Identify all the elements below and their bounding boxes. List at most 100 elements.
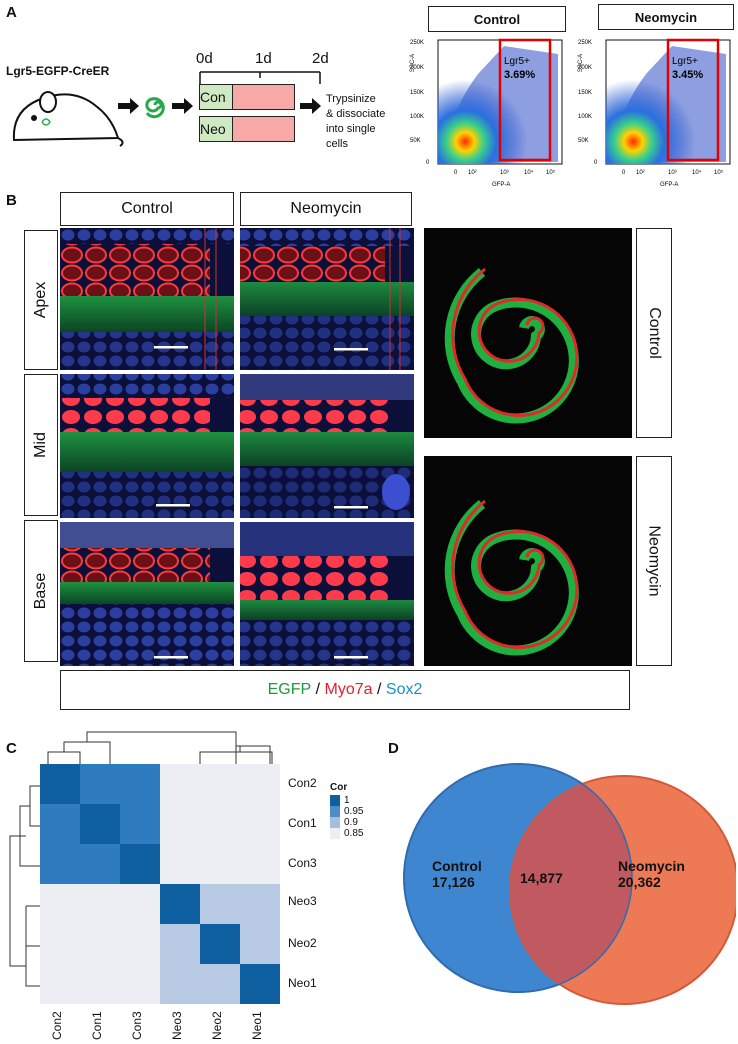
group-label-con: Con	[200, 85, 233, 109]
heatmap-cell	[200, 924, 240, 964]
heatmap-cell	[120, 844, 160, 884]
venn-overlap-label: 14,877	[520, 870, 563, 886]
heatmap-cell	[160, 884, 200, 924]
dendrogram-left	[9, 785, 42, 987]
timeline-label-2d: 2d	[312, 50, 329, 67]
step-line: Trypsinize	[326, 93, 376, 105]
heatmap-cell	[80, 924, 120, 964]
flow-title-neomycin: Neomycin	[598, 4, 734, 30]
cochlea-spiral	[444, 267, 579, 424]
y-tick: 200K	[578, 65, 592, 71]
heatmap	[40, 764, 280, 1004]
micrograph-base-neomycin	[240, 522, 414, 666]
micrograph-apex-neomycin	[240, 228, 414, 370]
arrow-right-icon	[118, 98, 139, 114]
col-label: Con2	[50, 1011, 64, 1040]
x-tick: 10⁴	[524, 169, 534, 176]
legend-item: 1	[344, 795, 350, 806]
legend-swatch	[330, 795, 340, 806]
heatmap-cell	[240, 884, 280, 924]
gate-label: Lgr5+	[504, 56, 530, 67]
venn-neomycin-label: Neomycin 20,362	[618, 858, 685, 890]
x-tick: 0	[622, 170, 626, 176]
y-axis-label: SSC-A	[578, 53, 585, 73]
heatmap-cell	[80, 964, 120, 1004]
y-tick: 50K	[578, 138, 589, 144]
x-tick: 0	[454, 170, 458, 176]
cochlea-icon	[145, 97, 165, 119]
heatmap-cell	[160, 964, 200, 1004]
whole-label-text: Control	[646, 307, 664, 359]
whole-label-text: Neomycin	[646, 525, 664, 597]
timeline-label-1d: 1d	[255, 50, 272, 67]
micrograph-mid-control	[60, 374, 234, 518]
heatmap-cell	[200, 804, 240, 844]
x-tick: 10³	[500, 170, 509, 176]
step-line: into single	[326, 123, 376, 135]
legend-sox2: Sox2	[385, 681, 423, 698]
whole-label-control: Control	[636, 228, 672, 438]
heatmap-cell	[160, 924, 200, 964]
legend-myo7a: Myo7a	[324, 681, 373, 698]
heatmap-legend: Cor 1 0.95 0.9 0.85	[330, 782, 363, 839]
dissociation-step: Trypsinize & dissociate into single cell…	[326, 92, 385, 152]
heatmap-cell	[240, 844, 280, 884]
panel-label-a: A	[6, 4, 17, 21]
row-label-text: Mid	[32, 432, 49, 458]
x-tick: 10⁵	[714, 169, 724, 176]
arrow-right-icon	[172, 98, 193, 114]
whole-mount-control	[424, 228, 632, 438]
x-tick: 10⁴	[692, 169, 702, 176]
heatmap-cell	[40, 964, 80, 1004]
legend-sep: /	[372, 681, 386, 698]
heatmap-cell	[40, 804, 80, 844]
heatmap-cell	[40, 764, 80, 804]
whole-label-neomycin: Neomycin	[636, 456, 672, 666]
col-label: Con1	[90, 1011, 104, 1040]
heatmap-cell	[80, 764, 120, 804]
flow-plot-svg: Lgr5+ 3.45% 250K 200K 150K 100K 50K 0 0 …	[578, 38, 731, 188]
legend-swatch	[330, 817, 340, 828]
row-label-text: Base	[32, 572, 49, 610]
heatmap-cell	[160, 804, 200, 844]
y-tick: 0	[426, 160, 430, 166]
flow-plot-neomycin: Lgr5+ 3.45% 250K 200K 150K 100K 50K 0 0 …	[576, 34, 736, 194]
group-label-neo: Neo	[200, 117, 233, 141]
col-header-control: Control	[60, 192, 234, 226]
heatmap-cell	[80, 884, 120, 924]
treatment-bar	[233, 117, 294, 141]
heatmap-cell	[120, 764, 160, 804]
heatmap-cell	[160, 764, 200, 804]
venn-control-value: 17,126	[432, 874, 475, 890]
x-tick: 10⁵	[546, 169, 556, 176]
stain-legend: EGFP / Myo7a / Sox2	[60, 670, 630, 710]
timeline-label-0d: 0d	[196, 50, 213, 67]
panel-label-c: C	[6, 740, 17, 757]
col-label: Neo1	[250, 1011, 264, 1040]
gate-label: Lgr5+	[672, 56, 698, 67]
legend-item: 0.95	[344, 806, 364, 817]
heatmap-cell	[240, 804, 280, 844]
heatmap-cell	[120, 884, 160, 924]
y-tick: 250K	[578, 40, 592, 46]
col-label: Neo2	[210, 1011, 224, 1040]
y-axis-label: SSC-A	[410, 53, 417, 73]
heatmap-cell	[40, 844, 80, 884]
legend-item: 0.9	[344, 817, 358, 828]
panel-label-d: D	[388, 740, 399, 757]
legend-swatch	[330, 806, 340, 817]
y-tick: 200K	[410, 65, 424, 71]
heatmap-cell	[120, 924, 160, 964]
legend-item: 0.85	[344, 828, 364, 839]
row-label-base: Base	[24, 520, 58, 662]
heatmap-col-labels: Con2 Con1 Con3 Neo3 Neo2 Neo1	[40, 1000, 280, 1044]
row-label-text: Apex	[32, 281, 49, 319]
heatmap-cell	[240, 964, 280, 1004]
flow-plot-control: Lgr5+ 3.69% 250K 200K 150K 100K 50K 0 0 …	[408, 34, 568, 194]
y-tick: 100K	[410, 114, 424, 120]
row-label-mid: Mid	[24, 374, 58, 516]
heatmap-cell	[120, 964, 160, 1004]
row-label: Con2	[288, 776, 317, 790]
y-tick: 150K	[578, 90, 592, 96]
x-axis-label: GFP-A	[660, 182, 678, 188]
